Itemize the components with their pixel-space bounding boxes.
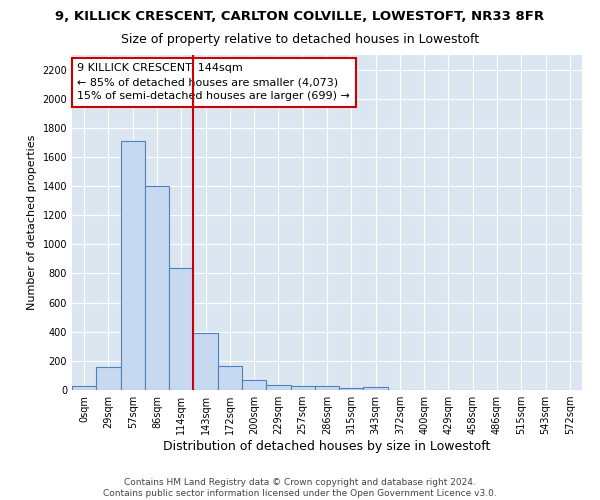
Bar (72, 386, 96, 390)
Bar (169, 268, 193, 390)
Bar (290, 386, 315, 390)
Bar (266, 385, 290, 390)
Bar (145, 186, 169, 390)
Bar (193, 333, 218, 390)
Text: Size of property relative to detached houses in Lowestoft: Size of property relative to detached ho… (121, 32, 479, 46)
Bar (121, 141, 145, 390)
Bar (218, 366, 242, 390)
Text: 9, KILLICK CRESCENT, CARLTON COLVILLE, LOWESTOFT, NR33 8FR: 9, KILLICK CRESCENT, CARLTON COLVILLE, L… (55, 10, 545, 23)
Bar (339, 388, 364, 390)
X-axis label: Distribution of detached houses by size in Lowestoft: Distribution of detached houses by size … (163, 440, 491, 453)
Bar (96, 368, 121, 390)
Bar (315, 386, 339, 390)
Bar (364, 387, 388, 390)
Bar (242, 380, 266, 390)
Text: 9 KILLICK CRESCENT: 144sqm
← 85% of detached houses are smaller (4,073)
15% of s: 9 KILLICK CRESCENT: 144sqm ← 85% of deta… (77, 64, 350, 102)
Y-axis label: Number of detached properties: Number of detached properties (27, 135, 37, 310)
Text: Contains HM Land Registry data © Crown copyright and database right 2024.
Contai: Contains HM Land Registry data © Crown c… (103, 478, 497, 498)
